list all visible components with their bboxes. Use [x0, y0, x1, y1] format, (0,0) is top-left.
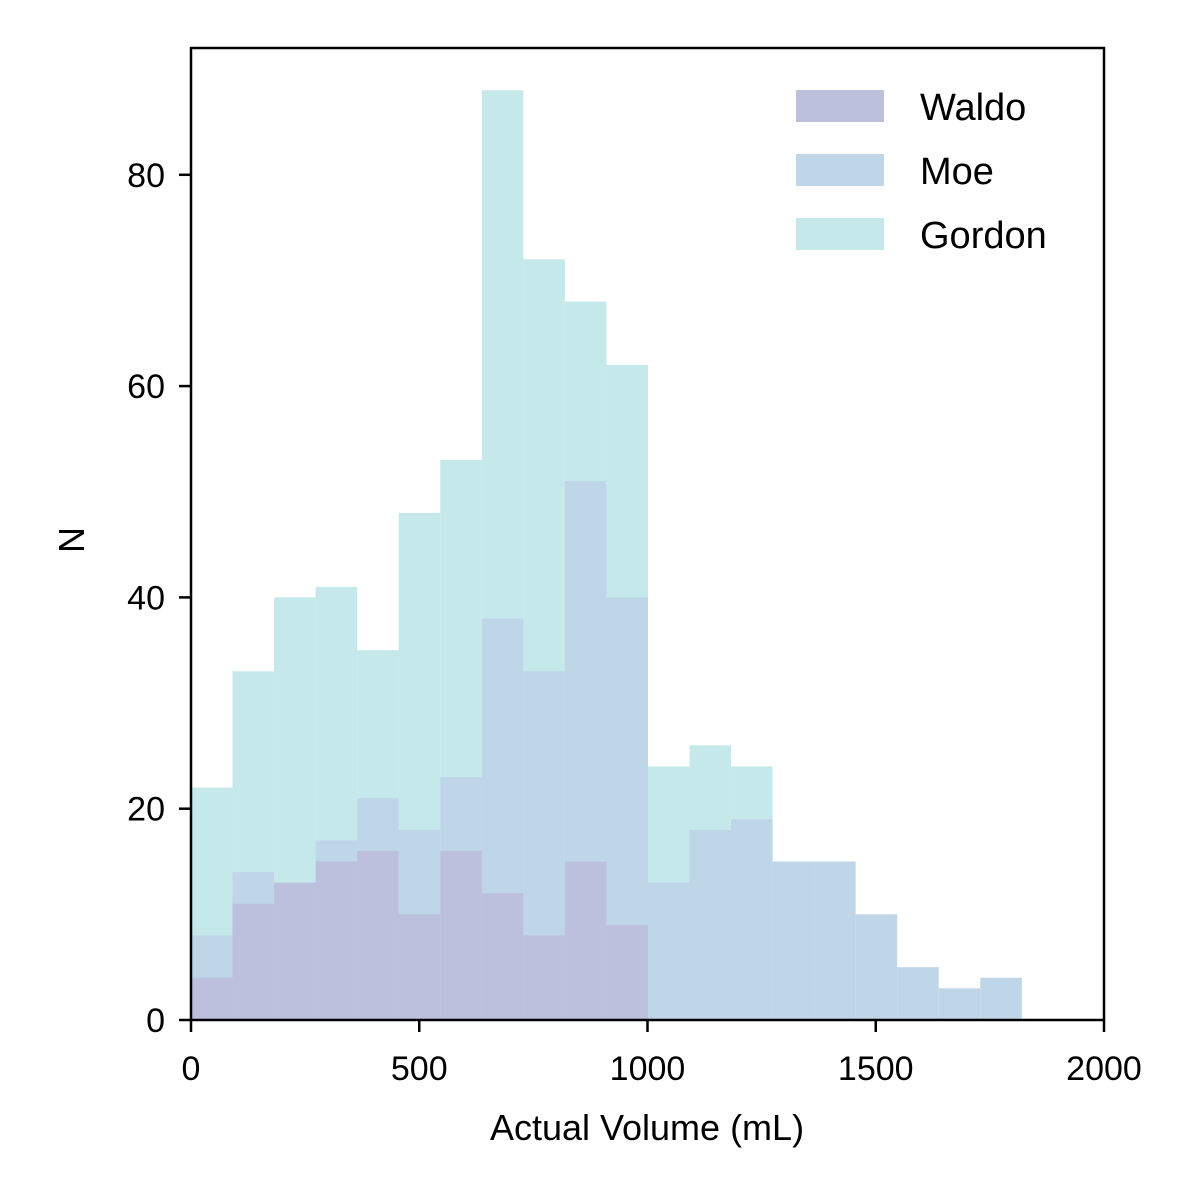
x-tick-label-500: 500 — [391, 1050, 448, 1088]
legend-swatch-gordon — [796, 218, 884, 250]
bar-waldo-8 — [523, 935, 565, 1020]
y-tick-label-80: 80 — [127, 157, 165, 195]
legend-label-waldo: Waldo — [920, 87, 1026, 129]
x-tick-label-0: 0 — [182, 1050, 201, 1088]
x-tick-label-1000: 1000 — [610, 1050, 686, 1088]
legend-label-gordon: Gordon — [920, 215, 1047, 257]
bar-moe-11 — [647, 882, 690, 1020]
bar-moe-19 — [980, 977, 1022, 1020]
bar-moe-14 — [772, 861, 815, 1020]
ticks-layer: 0 500 1000 1500 2000 0 20 40 60 80 — [127, 157, 1142, 1088]
x-axis-label: Actual Volume (mL) — [490, 1107, 804, 1148]
x-tick-label-1500: 1500 — [838, 1050, 914, 1088]
bar-waldo-3 — [315, 861, 358, 1020]
legend-swatch-moe — [796, 154, 884, 186]
bar-waldo-1 — [232, 903, 275, 1020]
legend-swatch-waldo — [796, 90, 884, 122]
bar-moe-12 — [689, 829, 732, 1020]
bar-waldo-5 — [398, 914, 441, 1020]
bar-waldo-4 — [357, 850, 399, 1020]
bar-moe-18 — [938, 988, 981, 1020]
bar-waldo-6 — [440, 850, 482, 1020]
y-axis-label: N — [51, 527, 92, 553]
bar-waldo-0 — [191, 977, 233, 1020]
y-tick-label-20: 20 — [127, 791, 165, 829]
bar-waldo-7 — [481, 893, 524, 1020]
bars-layer — [191, 90, 1022, 1021]
bar-waldo-2 — [274, 882, 316, 1020]
x-tick-label-2000: 2000 — [1066, 1050, 1142, 1088]
bar-waldo-9 — [564, 861, 607, 1020]
bar-moe-13 — [731, 819, 773, 1020]
y-tick-label-60: 60 — [127, 368, 165, 406]
y-tick-label-0: 0 — [146, 1002, 165, 1040]
bar-moe-15 — [814, 861, 856, 1020]
bar-moe-16 — [855, 914, 898, 1020]
y-tick-label-40: 40 — [127, 579, 165, 617]
bar-waldo-10 — [606, 924, 648, 1020]
bar-moe-17 — [897, 967, 939, 1020]
legend: Waldo Moe Gordon — [796, 87, 1047, 257]
legend-label-moe: Moe — [920, 151, 994, 193]
